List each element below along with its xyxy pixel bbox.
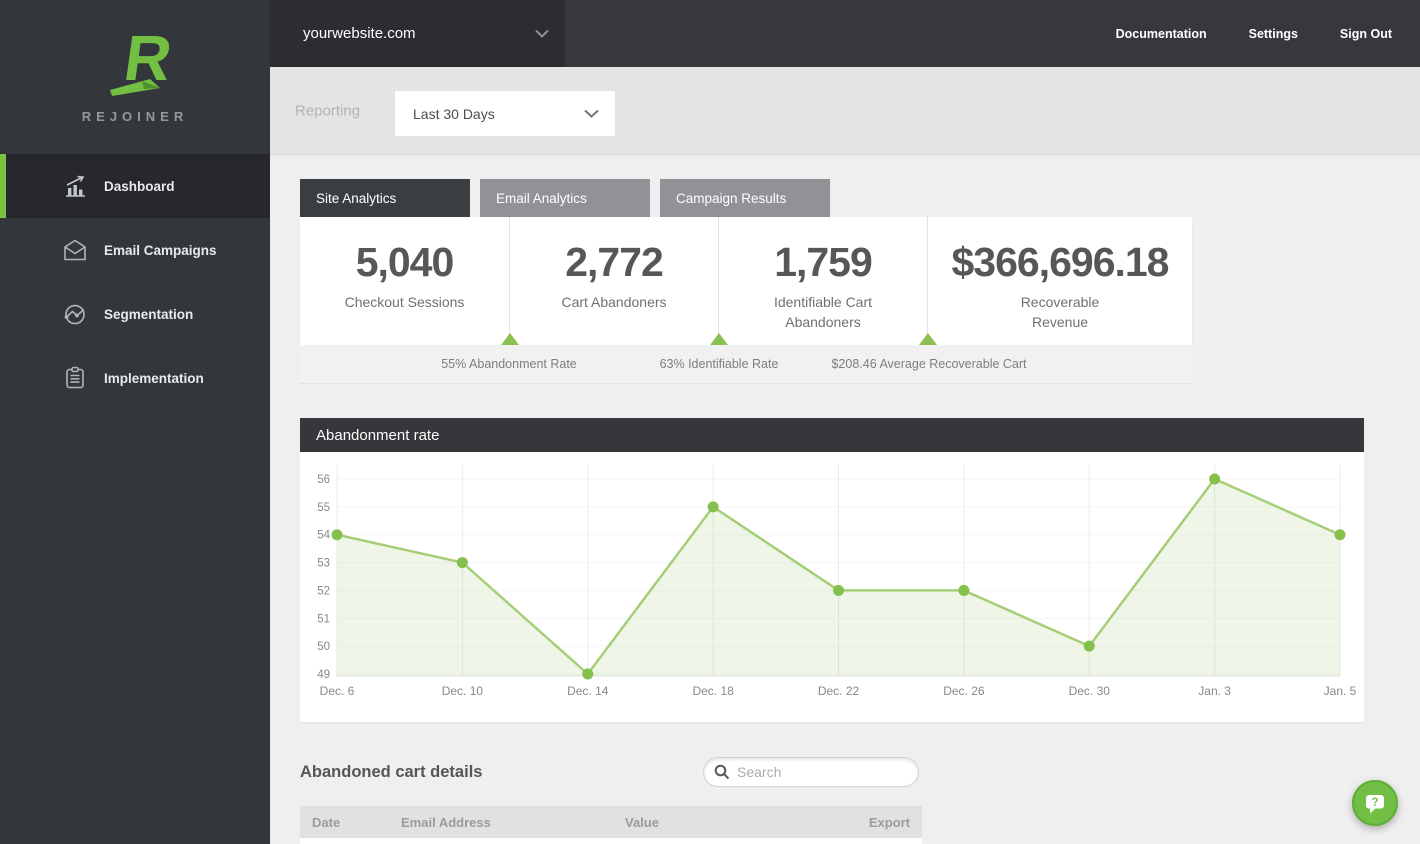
clipboard-icon	[60, 363, 90, 393]
sidebar: R REJOINER Dashbo	[0, 0, 270, 844]
analytics-tabs: Site Analytics Email Analytics Campaign …	[300, 179, 830, 217]
stat-checkout-sessions: 5,040 Checkout Sessions	[300, 217, 510, 345]
stat-value: $366,696.18	[951, 239, 1169, 285]
sidebar-item-label: Email Campaigns	[104, 242, 217, 258]
reporting-band: Reporting Last 30 Days	[270, 67, 1420, 155]
brand-name: REJOINER	[81, 109, 189, 124]
help-button[interactable]: ?	[1352, 780, 1398, 826]
sidebar-item-label: Dashboard	[104, 178, 175, 194]
stat-recoverable-revenue: $366,696.18 Recoverable Revenue	[928, 217, 1192, 345]
table-row	[300, 838, 922, 844]
svg-text:53: 53	[317, 558, 330, 570]
stats-panel: 5,040 Checkout Sessions 2,772 Cart Aband…	[300, 217, 1192, 345]
envelope-icon	[60, 235, 90, 265]
stat-label: Recoverable Revenue	[1020, 294, 1100, 330]
table-header-row: Date Email Address Value Export	[300, 806, 922, 838]
svg-text:Jan. 5: Jan. 5	[1324, 684, 1357, 698]
stat-value: 5,040	[355, 239, 455, 285]
svg-text:Dec. 26: Dec. 26	[943, 684, 985, 698]
column-header-email-address: Email Address	[401, 814, 491, 830]
abandoned-cart-details-title: Abandoned cart details	[300, 763, 483, 781]
stat-identifiable-cart-abandoners: 1,759 Identifiable Cart Abandoners	[719, 217, 928, 345]
svg-text:56: 56	[317, 474, 330, 486]
topbar: yourwebsite.com Documentation Settings S…	[270, 0, 1420, 67]
up-triangle-icon	[710, 333, 728, 345]
chart-header: Abandonment rate	[300, 418, 1364, 452]
search-icon	[714, 764, 730, 780]
chevron-down-icon	[584, 105, 599, 123]
tab-site-analytics[interactable]: Site Analytics	[300, 179, 470, 217]
chevron-down-icon	[535, 25, 549, 43]
substat-identifiable-rate: 63% Identifiable Rate	[659, 357, 779, 371]
sidebar-item-email-campaigns[interactable]: Email Campaigns	[0, 218, 270, 282]
svg-text:50: 50	[317, 641, 330, 653]
stat-label: Identifiable Cart Abandoners	[773, 294, 873, 330]
svg-text:Jan. 3: Jan. 3	[1198, 684, 1231, 698]
svg-text:Dec. 22: Dec. 22	[818, 684, 860, 698]
substats-bar: 55% Abandonment Rate 63% Identifiable Ra…	[300, 333, 1192, 384]
sidebar-item-implementation[interactable]: Implementation	[0, 346, 270, 410]
svg-text:51: 51	[317, 613, 330, 625]
sidebar-item-label: Segmentation	[104, 306, 194, 322]
stat-label: Checkout Sessions	[344, 294, 465, 310]
segmentation-icon	[60, 299, 90, 329]
stat-value: 2,772	[565, 239, 664, 285]
site-name: yourwebsite.com	[303, 25, 416, 42]
chart-title: Abandonment rate	[316, 426, 440, 444]
abandonment-rate-chart: 49 50 51 52 53 54 55 56 Dec. 6 Dec. 10 Dec. 14 Dec.…	[317, 465, 1357, 698]
column-header-date: Date	[312, 814, 341, 830]
date-range-dropdown[interactable]: Last 30 Days	[395, 91, 615, 136]
stat-label: Cart Abandoners	[561, 294, 667, 310]
topbar-links: Documentation Settings Sign Out	[1116, 0, 1392, 67]
substat-abandonment-rate: 55% Abandonment Rate	[441, 357, 577, 371]
substat-average-recoverable-cart: $208.46 Average Recoverable Cart	[831, 357, 1027, 371]
column-header-value: Value	[625, 814, 659, 830]
bar-chart-icon	[60, 171, 90, 201]
reporting-label: Reporting	[295, 102, 361, 119]
date-range-value: Last 30 Days	[413, 105, 495, 122]
chart-body: 49 50 51 52 53 54 55 56 Dec. 6 Dec. 10 Dec. 14 Dec.…	[300, 452, 1364, 722]
stat-cart-abandoners: 2,772 Cart Abandoners	[510, 217, 719, 345]
stat-value: 1,759	[774, 239, 873, 285]
svg-text:Dec. 6: Dec. 6	[320, 684, 355, 698]
sidebar-item-segmentation[interactable]: Segmentation	[0, 282, 270, 346]
help-chat-icon: ?	[1362, 790, 1388, 816]
sidebar-item-dashboard[interactable]: Dashboard	[0, 154, 270, 218]
abandoned-cart-table: Date Email Address Value Export	[300, 806, 922, 844]
sidebar-nav: Dashboard Email Campaigns	[0, 154, 270, 410]
brand-logo: R REJOINER	[0, 0, 270, 124]
svg-text:?: ?	[1371, 797, 1378, 809]
abandonment-rate-chart-panel: Abandonment rate 49 50 51 52 53 54 55 56 Dec. 6 D…	[300, 418, 1364, 722]
up-triangle-icon	[501, 333, 519, 345]
rejoiner-logo-icon: R	[110, 22, 176, 96]
svg-text:Dec. 30: Dec. 30	[1069, 684, 1111, 698]
search-box[interactable]	[703, 757, 919, 787]
up-triangle-icon	[919, 333, 937, 345]
svg-text:55: 55	[317, 502, 330, 514]
site-selector-dropdown[interactable]: yourwebsite.com	[270, 0, 565, 67]
sidebar-item-label: Implementation	[104, 370, 204, 386]
settings-link[interactable]: Settings	[1248, 26, 1298, 41]
svg-text:Dec. 10: Dec. 10	[442, 684, 484, 698]
tab-email-analytics[interactable]: Email Analytics	[480, 179, 650, 217]
svg-text:54: 54	[317, 530, 330, 542]
search-input[interactable]	[737, 764, 902, 780]
column-header-export: Export	[868, 814, 910, 830]
tab-campaign-results[interactable]: Campaign Results	[660, 179, 830, 217]
svg-text:52: 52	[317, 585, 330, 597]
svg-text:49: 49	[317, 669, 330, 681]
svg-text:Dec. 14: Dec. 14	[567, 684, 609, 698]
documentation-link[interactable]: Documentation	[1115, 26, 1207, 41]
sign-out-link[interactable]: Sign Out	[1339, 26, 1392, 41]
svg-text:Dec. 18: Dec. 18	[692, 684, 734, 698]
